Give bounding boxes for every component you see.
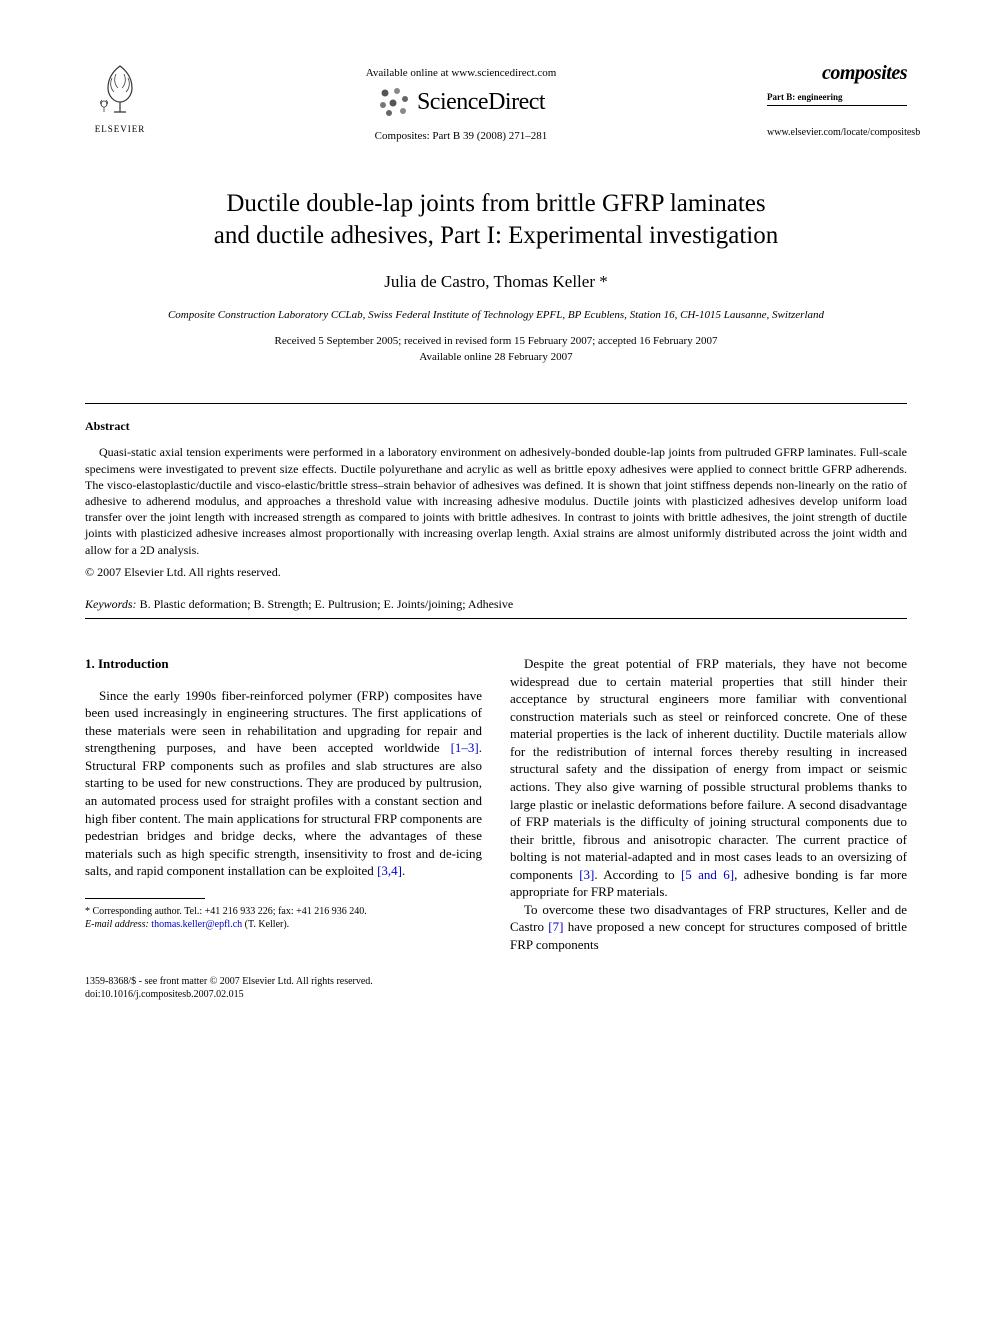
abstract-heading: Abstract	[85, 418, 907, 434]
copyright-line: © 2007 Elsevier Ltd. All rights reserved…	[85, 564, 907, 580]
footer: 1359-8368/$ - see front matter © 2007 El…	[85, 975, 907, 1001]
intro-paragraph-2: Despite the great potential of FRP mater…	[510, 655, 907, 901]
center-header: Available online at www.sciencedirect.co…	[155, 60, 767, 144]
column-left: 1. Introduction Since the early 1990s fi…	[85, 655, 482, 953]
footnote-line-2: E-mail address: thomas.keller@epfl.ch (T…	[85, 918, 482, 931]
dates-line-1: Received 5 September 2005; received in r…	[275, 335, 718, 347]
journal-url: www.elsevier.com/locate/compositesb	[767, 126, 907, 140]
elsevier-tree-icon	[92, 60, 148, 116]
footnote-rule	[85, 898, 205, 899]
dates-line-2: Available online 28 February 2007	[419, 351, 572, 363]
keywords-text: B. Plastic deformation; B. Strength; E. …	[137, 597, 514, 611]
citation-link[interactable]: [3]	[579, 867, 594, 882]
article-dates: Received 5 September 2005; received in r…	[85, 334, 907, 365]
citation-link[interactable]: [5 and 6]	[681, 867, 734, 882]
journal-subtitle: Part B: engineering	[767, 91, 907, 106]
introduction-heading: 1. Introduction	[85, 655, 482, 673]
affiliation: Composite Construction Laboratory CCLab,…	[85, 308, 907, 323]
sciencedirect-icon	[377, 85, 411, 119]
abstract-text: Quasi-static axial tension experiments w…	[85, 444, 907, 557]
footnote-line-1: * Corresponding author. Tel.: +41 216 93…	[85, 905, 482, 918]
citation-link[interactable]: [3,4]	[377, 863, 402, 878]
header-row: ELSEVIER Available online at www.science…	[85, 60, 907, 144]
column-right: Despite the great potential of FRP mater…	[510, 655, 907, 953]
footer-line-1: 1359-8368/$ - see front matter © 2007 El…	[85, 975, 907, 988]
journal-name: composites	[767, 60, 907, 87]
authors: Julia de Castro, Thomas Keller *	[85, 271, 907, 294]
sciencedirect-logo: ScienceDirect	[377, 85, 545, 119]
available-online-text: Available online at www.sciencedirect.co…	[155, 66, 767, 81]
citation-link[interactable]: [7]	[548, 919, 563, 934]
elsevier-logo: ELSEVIER	[85, 60, 155, 135]
title-line-1: Ductile double-lap joints from brittle G…	[226, 190, 765, 217]
footer-line-2: doi:10.1016/j.compositesb.2007.02.015	[85, 988, 907, 1001]
paper-title: Ductile double-lap joints from brittle G…	[85, 188, 907, 253]
elsevier-label: ELSEVIER	[85, 123, 155, 135]
keywords-label: Keywords:	[85, 597, 137, 611]
title-line-2: and ductile adhesives, Part I: Experimen…	[214, 222, 778, 249]
body-columns: 1. Introduction Since the early 1990s fi…	[85, 655, 907, 953]
rule-bottom	[85, 618, 907, 619]
email-link[interactable]: thomas.keller@epfl.ch	[149, 919, 242, 930]
rule-top	[85, 403, 907, 404]
intro-paragraph-3: To overcome these two disadvantages of F…	[510, 901, 907, 954]
journal-reference: Composites: Part B 39 (2008) 271–281	[155, 129, 767, 144]
journal-logo: composites Part B: engineering www.elsev…	[767, 60, 907, 140]
sciencedirect-text: ScienceDirect	[417, 86, 545, 118]
intro-paragraph-1: Since the early 1990s fiber-reinforced p…	[85, 687, 482, 880]
corresponding-author-footnote: * Corresponding author. Tel.: +41 216 93…	[85, 905, 482, 931]
keywords-line: Keywords: B. Plastic deformation; B. Str…	[85, 596, 907, 612]
citation-link[interactable]: [1–3]	[451, 740, 479, 755]
paper-page: ELSEVIER Available online at www.science…	[0, 0, 992, 1041]
